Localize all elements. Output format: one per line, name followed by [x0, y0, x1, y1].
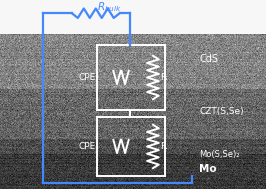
Text: R: R — [160, 73, 167, 82]
Text: CPE: CPE — [78, 142, 96, 151]
Text: CZT(S,Se): CZT(S,Se) — [200, 107, 244, 116]
Text: CdS: CdS — [200, 54, 218, 64]
Text: Mo(S,Se)₂: Mo(S,Se)₂ — [200, 149, 240, 159]
Text: $R_{bulk}$: $R_{bulk}$ — [97, 0, 122, 14]
Text: Mo: Mo — [200, 164, 217, 174]
Text: CPE: CPE — [78, 73, 96, 82]
Text: R: R — [160, 142, 167, 151]
